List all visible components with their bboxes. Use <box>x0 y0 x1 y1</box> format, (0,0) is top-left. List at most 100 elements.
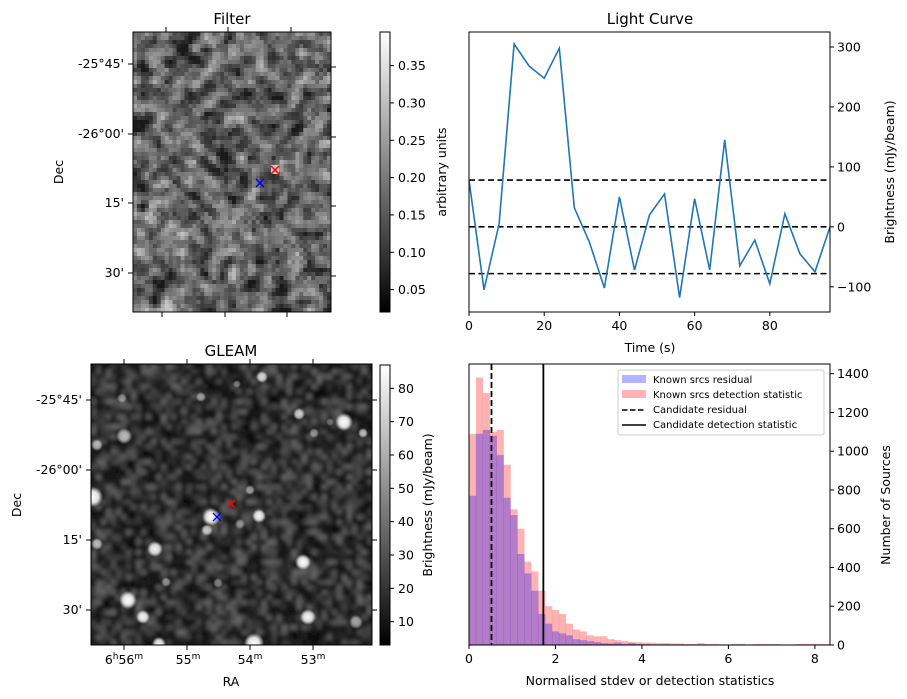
filter-pixel <box>208 160 213 165</box>
filter-pixel <box>251 188 257 193</box>
filter-pixel <box>299 112 304 117</box>
filter-pixel <box>311 140 316 145</box>
filter-pixel <box>247 56 253 61</box>
filter-pixel <box>204 248 209 253</box>
filter-pixel <box>176 140 181 145</box>
gleam-pixel <box>251 414 257 420</box>
filter-pixel <box>172 296 177 301</box>
filter-pixel <box>327 272 331 277</box>
filter-pixel <box>275 160 280 165</box>
gleam-pixel <box>336 384 343 390</box>
filter-pixel <box>220 48 225 53</box>
gleam-pixel <box>366 479 372 485</box>
gleam-pixel <box>271 489 278 495</box>
filter-pixel <box>307 156 312 161</box>
filter-pixel <box>315 152 320 157</box>
filter-pixel <box>267 284 272 289</box>
filter-pixel <box>287 256 292 261</box>
filter-pixel <box>279 100 284 105</box>
gleam-pixel <box>211 404 217 410</box>
filter-pixel <box>307 236 312 241</box>
gleam-pixel <box>121 379 127 385</box>
filter-pixel <box>287 296 292 301</box>
filter-pixel <box>232 140 237 145</box>
filter-pixel <box>133 124 138 129</box>
filter-pixel <box>180 200 185 205</box>
filter-pixel <box>204 56 209 61</box>
colorbar-tick-label: 0.35 <box>398 58 426 73</box>
filter-pixel <box>319 256 324 261</box>
filter-pixel <box>208 168 213 173</box>
gleam-pixel <box>366 444 372 450</box>
filter-pixel <box>315 156 320 161</box>
filter-pixel <box>327 160 331 165</box>
filter-pixel <box>148 72 154 77</box>
gleam-pixel <box>96 464 102 470</box>
filter-pixel <box>232 52 237 57</box>
filter-pixel <box>168 308 173 312</box>
gleam-pixel <box>226 379 232 385</box>
gleam-pixel <box>101 424 107 430</box>
gleam-pixel <box>186 464 192 470</box>
filter-pixel <box>319 244 324 249</box>
filter-pixel <box>176 232 181 237</box>
gleam-pixel <box>171 454 177 460</box>
gleam-pixel <box>296 384 303 390</box>
filter-pixel <box>235 140 241 145</box>
filter-pixel <box>323 200 328 205</box>
filter-pixel <box>263 88 268 93</box>
gleam-pixel <box>241 379 247 385</box>
gleam-pixel <box>231 459 237 465</box>
filter-pixel <box>140 236 146 241</box>
gleam-pixel <box>331 469 338 475</box>
gleam-pixel <box>306 364 313 370</box>
filter-pixel <box>220 300 225 305</box>
filter-pixel <box>156 100 162 105</box>
gleam-pixel <box>151 459 157 465</box>
filter-pixel <box>295 252 300 257</box>
gleam-pixel <box>366 464 372 470</box>
filter-pixel <box>196 120 201 125</box>
gleam-pixel <box>196 424 202 430</box>
gleam-pixel <box>316 399 323 405</box>
filter-pixel <box>295 272 300 277</box>
filter-pixel <box>287 232 292 237</box>
filter-pixel <box>140 184 146 189</box>
filter-pixel <box>192 272 197 277</box>
filter-pixel <box>299 180 304 185</box>
filter-pixel <box>263 56 268 61</box>
filter-pixel <box>216 292 221 297</box>
filter-pixel <box>303 96 308 101</box>
filter-pixel <box>144 220 150 225</box>
filter-pixel <box>283 88 288 93</box>
filter-pixel <box>251 64 257 69</box>
filter-pixel <box>160 180 165 185</box>
filter-pixel <box>136 112 142 117</box>
filter-pixel <box>136 104 142 109</box>
gleam-pixel <box>346 459 353 465</box>
filter-pixel <box>200 52 205 57</box>
filter-pixel <box>208 288 213 293</box>
filter-pixel <box>271 184 276 189</box>
gleam-pixel <box>261 434 268 440</box>
gleam-pixel <box>206 419 212 425</box>
filter-pixel <box>295 120 300 125</box>
gleam-pixel <box>256 474 263 480</box>
filter-pixel <box>239 268 245 273</box>
filter-pixel <box>327 108 331 113</box>
filter-pixel <box>303 252 308 257</box>
filter-pixel <box>303 76 308 81</box>
filter-pixel <box>156 48 162 53</box>
filter-pixel <box>311 104 316 109</box>
filter-pixel <box>184 200 189 205</box>
filter-pixel <box>263 188 268 193</box>
filter-pixel <box>200 148 205 153</box>
filter-pixel <box>259 188 264 193</box>
gleam-pixel <box>366 389 372 395</box>
filter-pixel <box>136 184 142 189</box>
gleam-pixel <box>246 464 252 470</box>
filter-pixel <box>148 116 154 121</box>
filter-pixel <box>271 256 276 261</box>
filter-pixel <box>228 208 233 213</box>
gleam-pixel <box>296 424 303 430</box>
